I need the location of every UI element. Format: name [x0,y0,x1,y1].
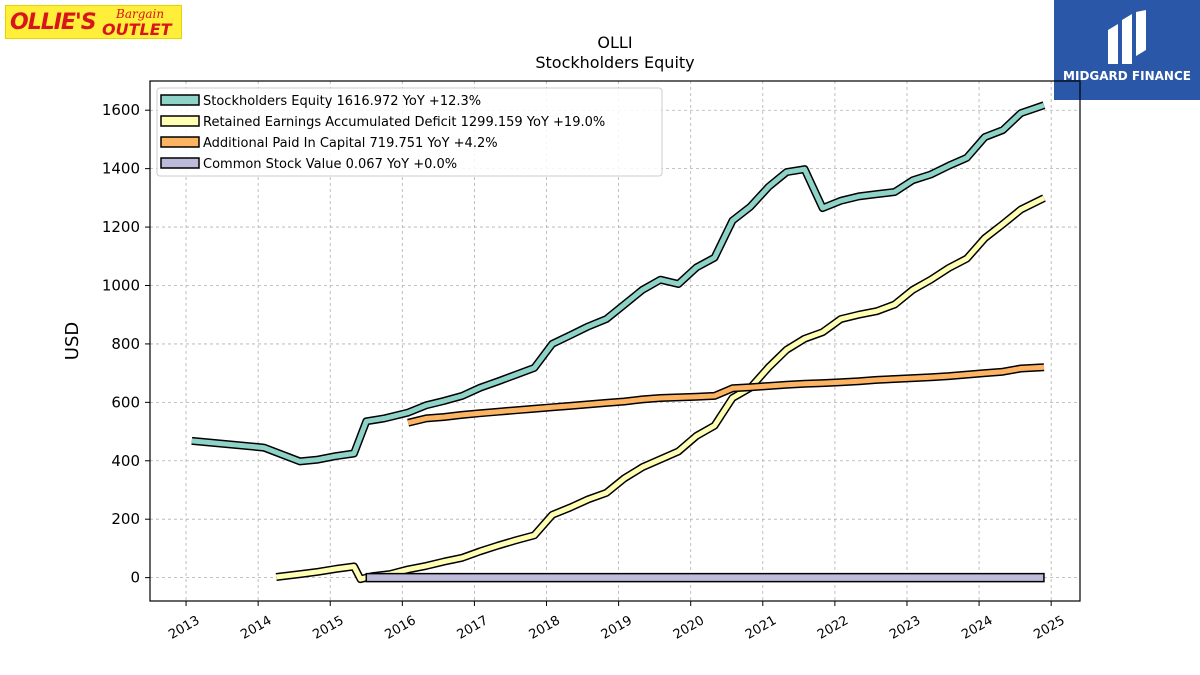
series-line [365,572,1045,583]
logo-tagline: Bargain [116,7,165,21]
chart-subtitle: Stockholders Equity [535,53,694,72]
y-tick-label: 600 [111,393,140,411]
x-tick-label: 2024 [959,613,995,643]
x-tick-label: 2025 [1031,613,1067,643]
logo-subword: OUTLET [102,20,172,39]
legend-swatch [160,136,200,148]
watermark-logo: MIDGARD FINANCE [1054,0,1200,100]
x-tick-label: 2015 [310,613,346,643]
y-tick-label: 1000 [102,276,140,294]
y-axis-label: USD [62,322,83,360]
legend-swatch [160,115,200,127]
legend-box [156,87,663,177]
x-tick-label: 2014 [238,613,274,643]
y-tick-label: 1600 [102,101,140,119]
x-tick-label: 2020 [671,613,707,643]
midgard-mark-icon [1108,10,1146,64]
x-tick-label: 2022 [815,613,851,643]
legend-entry: Stockholders Equity 1616.972 YoY +12.3% [203,94,481,109]
legend-entry: Additional Paid In Capital 719.751 YoY +… [203,136,498,151]
plot-frame [149,80,1081,602]
series-2 [407,363,1045,427]
legend: Stockholders Equity 1616.972 YoY +12.3% R… [156,87,663,177]
x-tick-label: 2017 [455,613,491,643]
x-tick-label: 2019 [599,613,635,643]
series-3 [365,572,1045,583]
watermark-label: MIDGARD FINANCE [1063,69,1191,83]
series-line [191,102,1045,464]
legend-entry: Common Stock Value 0.067 YoY +0.0% [203,157,457,172]
logo-wordmark: OLLIE'S [10,10,97,35]
series-lines [191,101,1046,584]
y-tick-label: 400 [111,452,140,470]
legend-entry: Retained Earnings Accumulated Deficit 12… [203,115,605,130]
legend-swatch [160,157,200,169]
x-tick-label: 2018 [527,613,563,643]
y-tick-label: 1400 [102,160,140,178]
series-line [407,364,1045,426]
y-tick-label: 800 [111,335,140,353]
brand-logo: OLLIE'S Bargain OUTLET [5,5,182,39]
axis-ticks: 0 200 400 600 800 1000 1200 1400 1600 2013 2014 201… [102,101,1068,643]
series-line [275,195,1046,582]
y-tick-label: 0 [130,569,140,587]
x-tick-label: 2013 [166,613,202,643]
y-tick-label: 1200 [102,218,140,236]
legend-swatch [160,94,200,106]
series-1 [275,194,1046,584]
series-line-outline [275,194,1046,584]
chart-title: OLLI [597,33,632,52]
x-tick-label: 2023 [887,613,923,643]
y-tick-label: 200 [111,510,140,528]
x-tick-label: 2016 [382,613,418,643]
x-tick-label: 2021 [743,613,779,643]
series-0 [191,101,1046,466]
